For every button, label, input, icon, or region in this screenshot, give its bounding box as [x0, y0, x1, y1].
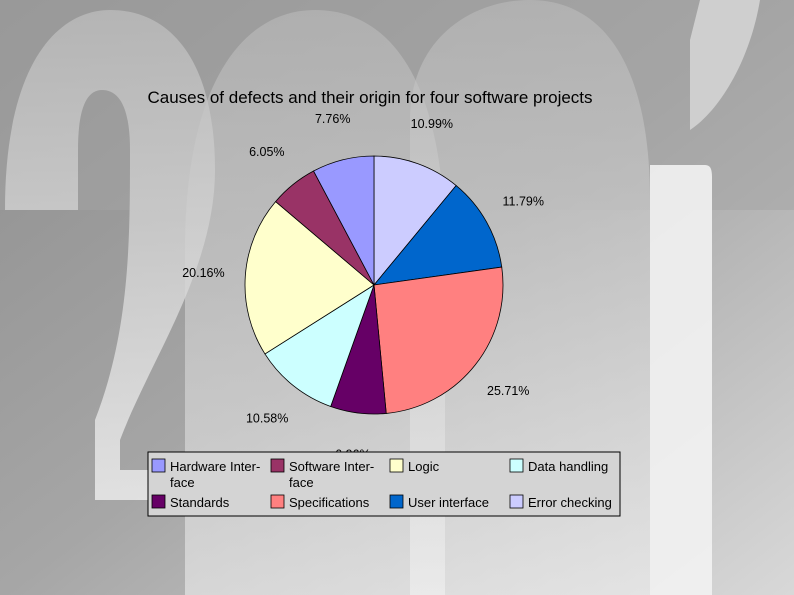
pie-slice-hardware-interface	[313, 155, 375, 286]
legend-swatch	[151, 458, 166, 473]
data-label-specifications: 25.71%	[487, 384, 529, 398]
data-label-error-checking: 10.99%	[411, 117, 453, 131]
legend-label: User interface	[408, 495, 489, 510]
legend-box	[147, 451, 621, 517]
legend-label: Specifications	[289, 495, 370, 510]
legend-label-cont: face	[289, 475, 314, 490]
legend-swatch	[270, 494, 285, 509]
pie-slice-user-interface	[373, 184, 503, 286]
pie-slice-logic	[244, 201, 375, 355]
legend-swatch	[509, 458, 524, 473]
legend-swatch	[270, 458, 285, 473]
pie-slices	[244, 155, 504, 415]
legend-label-cont: face	[170, 475, 195, 490]
pie-slice-specifications	[373, 266, 504, 414]
legend-swatch	[151, 494, 166, 509]
legend-label: Standards	[170, 495, 230, 510]
data-label-software-interface: 6.05%	[249, 145, 284, 159]
legend-label: Logic	[408, 459, 440, 474]
legend-label: Hardware Inter-	[170, 459, 260, 474]
legend-swatch	[389, 494, 404, 509]
data-label-hardware-interface: 7.76%	[315, 112, 350, 126]
pie-slice-data-handling	[264, 284, 375, 408]
chart-title: Causes of defects and their origin for f…	[147, 88, 592, 107]
data-label-logic: 20.16%	[182, 266, 224, 280]
data-label-data-handling: 10.58%	[246, 412, 288, 426]
legend-label: Data handling	[528, 459, 608, 474]
legend-label: Software Inter-	[289, 459, 374, 474]
legend-label: Error checking	[528, 495, 612, 510]
legend-swatch	[509, 494, 524, 509]
data-label-user-interface: 11.79%	[503, 195, 544, 209]
legend-swatch	[389, 458, 404, 473]
pie-slice-error-checking	[373, 155, 457, 287]
